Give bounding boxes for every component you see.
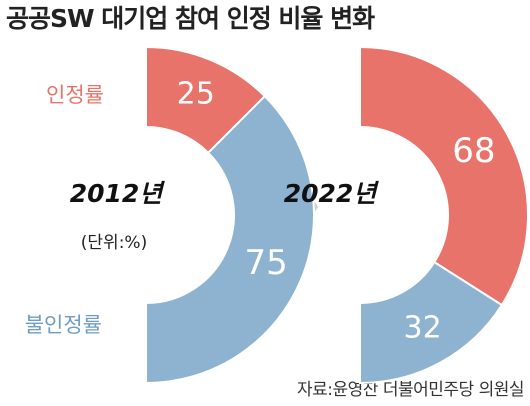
segment — [145, 94, 315, 385]
center-label: 2022년 — [284, 179, 380, 208]
segment — [359, 45, 529, 307]
value-label: 75 — [244, 243, 287, 283]
value-label: 68 — [452, 131, 495, 171]
title: 공공SW 대기업 참여 인정 비율 변화 — [6, 4, 375, 33]
source: 자료:윤영찬 더불어민주당 의원실 — [297, 380, 524, 400]
unit-label: (단위:%) — [81, 233, 147, 253]
category-label: 인정률 — [46, 83, 104, 107]
value-label: 25 — [177, 76, 215, 111]
category-label: 불인정률 — [25, 313, 102, 337]
value-label: 32 — [404, 310, 442, 345]
center-label: 2012년 — [70, 179, 166, 208]
segment — [359, 260, 504, 385]
